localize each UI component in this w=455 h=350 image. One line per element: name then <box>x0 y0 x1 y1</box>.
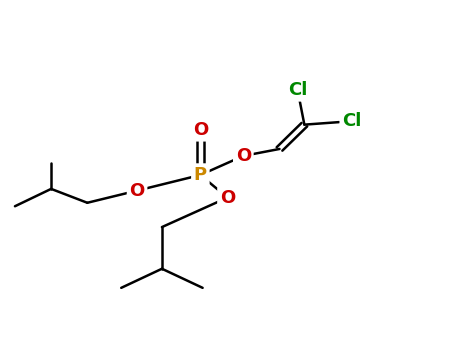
Text: Cl: Cl <box>288 81 307 99</box>
Text: O: O <box>236 147 251 165</box>
Text: O: O <box>193 121 208 139</box>
Text: O: O <box>129 182 145 199</box>
Text: Cl: Cl <box>342 112 362 130</box>
Text: P: P <box>194 166 207 184</box>
Text: O: O <box>220 189 235 206</box>
